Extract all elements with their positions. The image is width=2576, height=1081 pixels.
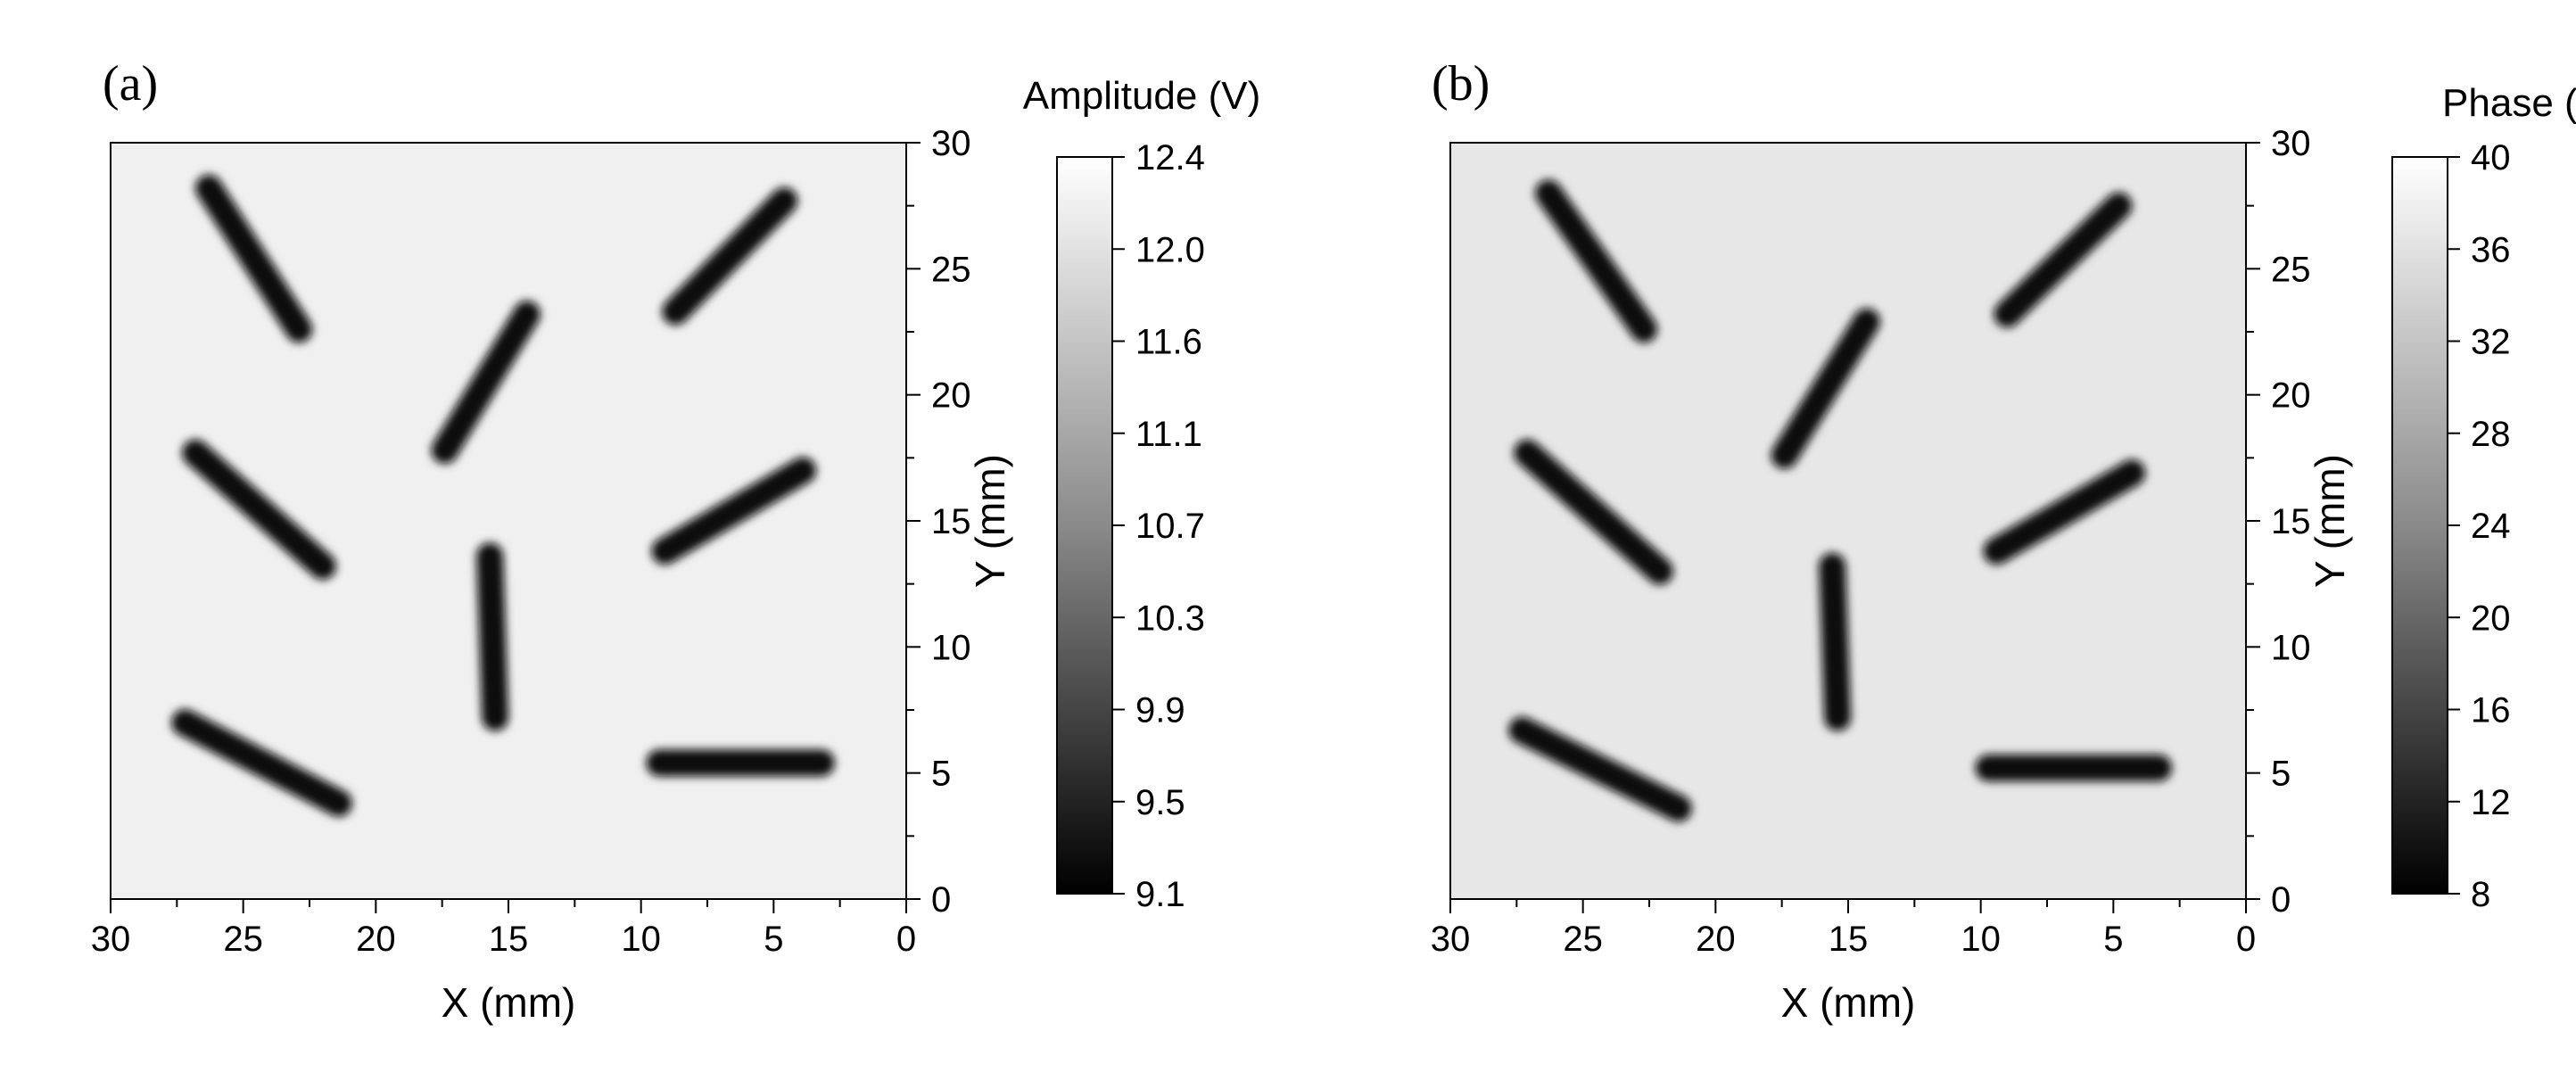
defects	[171, 174, 835, 817]
y-tick-label: 20	[2271, 376, 2311, 416]
y-axis-label: Y (mm)	[967, 454, 1013, 588]
colorbar-tick-label: 16	[2471, 691, 2511, 730]
panel-label: (a)	[103, 56, 158, 111]
colorbar-tick-label: 24	[2471, 507, 2511, 546]
y-tick-label: 25	[2271, 250, 2311, 289]
defect-mark	[476, 542, 509, 731]
x-axis-label: X (mm)	[1781, 979, 1916, 1026]
colorbar-tick-label: 9.1	[1135, 875, 1185, 914]
x-axis-label: X (mm)	[442, 979, 576, 1026]
x-tick-label: 15	[489, 920, 529, 959]
y-axis-label: Y (mm)	[2307, 454, 2353, 588]
y-tick-label: 25	[931, 250, 971, 289]
heatmap-background	[111, 143, 906, 899]
colorbar-tick-label: 40	[2471, 138, 2511, 177]
colorbar-tick-label: 10.3	[1135, 598, 1205, 638]
defect-mark	[182, 439, 336, 580]
colorbar	[1056, 156, 1113, 895]
y-tick-label: 0	[2271, 880, 2291, 920]
defect-mark	[1983, 459, 2146, 565]
x-tick-label: 0	[896, 920, 916, 959]
y-tick-label: 30	[931, 124, 971, 163]
defect-mark	[195, 174, 313, 343]
x-tick-label: 5	[764, 920, 783, 959]
x-tick-label: 25	[223, 920, 263, 959]
colorbar-tick-label: 12	[2471, 783, 2511, 822]
x-tick-label: 20	[1696, 920, 1736, 959]
x-tick-label: 25	[1563, 920, 1603, 959]
panel-a: (a) 30 25 20 15 10 5 0 X (mm) 0 5 10 15 20 25 30 Y (mm) 9…	[91, 56, 1261, 1026]
colorbar	[2391, 156, 2448, 895]
colorbar-tick-label: 9.9	[1135, 691, 1185, 730]
defect-mark	[651, 457, 817, 565]
colorbar-tick-label: 20	[2471, 598, 2511, 638]
x-tick-label: 0	[2236, 920, 2256, 959]
colorbar-title: Amplitude (V)	[1023, 74, 1261, 118]
colorbar-tick-label: 12.4	[1135, 138, 1205, 177]
heatmap-background	[1450, 143, 2246, 899]
colorbar-tick-label: 28	[2471, 415, 2511, 454]
y-tick-label: 0	[931, 880, 951, 920]
colorbar-tick-label: 10.7	[1135, 507, 1205, 546]
defects	[1508, 179, 2172, 822]
x-tick-label: 10	[621, 920, 661, 959]
x-tick-label: 10	[1961, 920, 2001, 959]
panel-label: (b)	[1432, 56, 1490, 111]
colorbar-tick-label: 11.6	[1135, 323, 1202, 362]
y-tick-label: 15	[2271, 502, 2311, 541]
y-tick-label: 5	[931, 755, 951, 794]
x-tick-label: 5	[2103, 920, 2123, 959]
defect-mark	[1994, 192, 2133, 328]
y-tick-label: 15	[931, 502, 971, 541]
x-tick-label: 30	[1431, 920, 1471, 959]
y-tick-label: 30	[2271, 124, 2311, 163]
panel-b: (b) 30 25 20 15 10 5 0 X (mm) 0 5 10 15 20 25 30 Y (mm) 8…	[1431, 56, 2576, 1026]
x-tick-label: 30	[91, 920, 131, 959]
colorbar-title: Phase (°)	[2442, 81, 2576, 125]
colorbar-tick-label: 11.1	[1135, 415, 1202, 454]
defect-mark	[1771, 308, 1880, 469]
defect-mark	[1819, 552, 1852, 731]
y-tick-label: 20	[931, 376, 971, 416]
colorbar-tick-label: 36	[2471, 230, 2511, 269]
x-tick-label: 20	[356, 920, 396, 959]
defect-mark	[1508, 716, 1692, 822]
defect-mark	[431, 301, 541, 464]
defect-mark	[662, 187, 798, 326]
colorbar-tick-label: 12.0	[1135, 230, 1205, 269]
x-tick-label: 15	[1829, 920, 1869, 959]
colorbar-tick-label: 9.5	[1135, 783, 1185, 822]
colorbar-tick-label: 8	[2471, 875, 2490, 914]
y-tick-label: 10	[2271, 628, 2311, 667]
defect-mark	[1514, 439, 1673, 585]
colorbar-tick-label: 32	[2471, 323, 2511, 362]
y-tick-label: 10	[931, 628, 971, 667]
defect-mark	[1535, 179, 1658, 343]
defect-mark	[171, 709, 352, 817]
y-tick-label: 5	[2271, 755, 2291, 794]
